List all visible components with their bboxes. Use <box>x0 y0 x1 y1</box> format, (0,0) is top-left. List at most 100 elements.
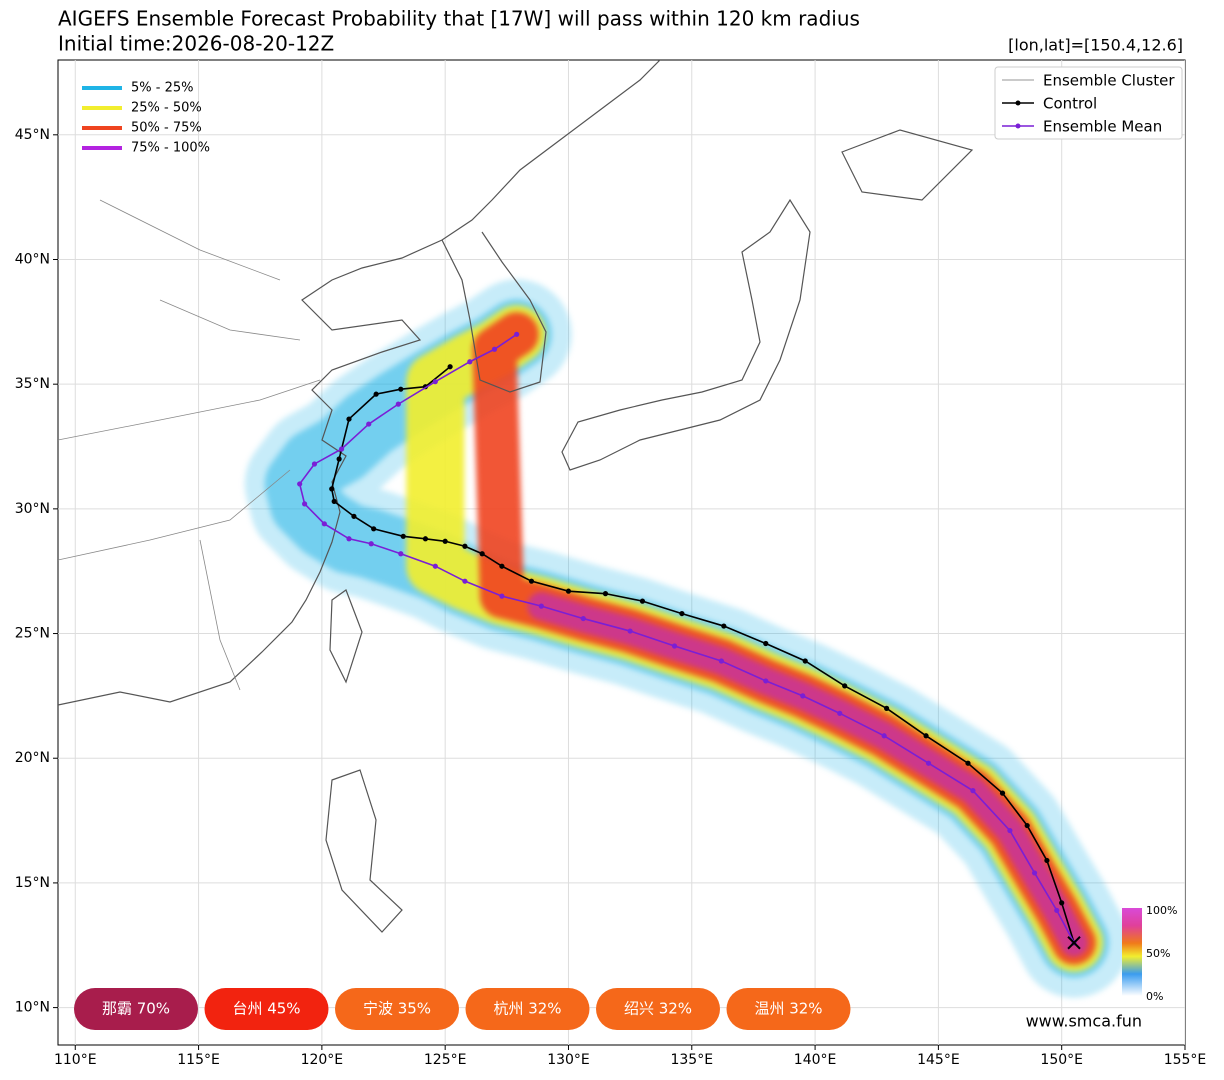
track-point <box>1024 822 1030 829</box>
city-pill <box>726 988 851 1030</box>
y-tick-label: 30°N <box>15 501 50 517</box>
track-point <box>1044 857 1050 864</box>
x-tick-label: 145°E <box>917 1052 960 1068</box>
track-point <box>371 526 377 532</box>
track-point <box>346 416 352 422</box>
track-point <box>800 693 806 699</box>
track-point <box>1054 907 1060 913</box>
city-label: 宁波 35% <box>363 1000 431 1018</box>
track-point <box>970 788 976 794</box>
track-point <box>884 705 890 711</box>
track-point <box>398 551 404 557</box>
colorbar-label: 100% <box>1146 904 1177 917</box>
track-point <box>538 603 544 609</box>
track-point <box>432 563 438 569</box>
track-point <box>639 598 646 604</box>
axes: 110°E 115°E 120°E 125°E 130°E 135°E 140°E 145°E… <box>15 127 1207 1068</box>
track-point <box>338 446 345 452</box>
city-pill <box>465 988 590 1030</box>
track-point <box>580 615 586 622</box>
korea-coast <box>441 231 547 393</box>
position-label: [lon,lat]=[150.4,12.6] <box>1008 36 1183 55</box>
probability-legend: 5% - 25% 25% - 50% 50% - 75% 75% - 100% <box>82 81 210 156</box>
track-point <box>329 486 335 492</box>
legend-swatch <box>1015 123 1021 129</box>
track-point <box>467 359 473 365</box>
track-point <box>965 760 971 766</box>
track-point <box>802 658 808 664</box>
track-point <box>1059 900 1065 906</box>
city-pill <box>596 988 720 1030</box>
track-point <box>499 563 505 569</box>
track-point <box>565 588 572 594</box>
track-point <box>1031 870 1038 876</box>
track-point <box>346 536 352 542</box>
track-point <box>627 628 633 634</box>
y-tick-label: 15°N <box>15 875 50 891</box>
city-pill <box>204 988 329 1030</box>
taiwan-coast <box>329 589 363 684</box>
track-point <box>491 346 498 352</box>
luzon-coast <box>325 769 403 933</box>
track-point <box>479 551 485 557</box>
track-point <box>398 386 404 392</box>
track-point <box>923 733 929 739</box>
track-point <box>311 461 318 467</box>
track-point <box>721 623 727 629</box>
x-tick-label: 125°E <box>424 1052 467 1068</box>
city-pill <box>335 988 459 1030</box>
legend-label: 5% - 25% <box>131 81 193 96</box>
track-point <box>400 533 406 539</box>
city-label: 温州 32% <box>754 1000 822 1018</box>
y-tick-label: 40°N <box>15 251 50 267</box>
track-point <box>842 683 848 689</box>
track-point <box>331 498 337 504</box>
subtitle: Initial time:2026-08-20-12Z <box>58 32 334 56</box>
legend-label: Control <box>1043 95 1097 113</box>
credit: www.smca.fun <box>1026 1012 1142 1031</box>
track-legend: Ensemble Cluster Control Ensemble Mean <box>994 66 1183 140</box>
tracks <box>297 331 1081 950</box>
china-coast <box>58 60 661 706</box>
track-point <box>336 456 342 462</box>
track-point <box>302 501 308 507</box>
x-tick-label: 130°E <box>547 1052 590 1068</box>
track-point <box>395 401 401 407</box>
city-probabilities: 那霸 70% 台州 45% 宁波 35% 杭州 32% 绍兴 32% 温州 32% <box>74 988 851 1030</box>
legend-label: Ensemble Cluster <box>1043 72 1175 90</box>
track-point <box>499 593 505 599</box>
colorbar: 100% 50% 0% <box>1122 904 1177 1003</box>
track-point <box>373 391 379 397</box>
colorbar-label: 0% <box>1146 990 1163 1003</box>
y-tick-label: 25°N <box>15 626 50 642</box>
x-tick-label: 110°E <box>54 1052 97 1068</box>
legend-swatch <box>1015 100 1021 106</box>
legend-box <box>994 66 1183 140</box>
track-point <box>351 513 357 519</box>
colorbar-label: 50% <box>1146 947 1170 960</box>
track-point <box>602 591 609 597</box>
track-point <box>837 710 843 716</box>
x-tick-label: 140°E <box>794 1052 837 1068</box>
track-point <box>763 678 769 684</box>
track-point <box>321 521 327 527</box>
x-tick-label: 150°E <box>1040 1052 1083 1068</box>
track-point <box>366 421 372 427</box>
track-point <box>432 379 438 385</box>
x-tick-label: 135°E <box>670 1052 713 1068</box>
plot-frame <box>57 59 1186 1046</box>
city-label: 那霸 70% <box>102 1000 170 1018</box>
track-point <box>462 578 468 584</box>
hokkaido-coast <box>841 129 974 201</box>
track-point <box>763 640 769 647</box>
city-label: 绍兴 32% <box>624 1000 692 1018</box>
city-label: 杭州 32% <box>493 1000 561 1018</box>
track-point <box>679 610 685 617</box>
japan-coast <box>561 198 811 471</box>
province-borders <box>58 199 321 691</box>
title: AIGEFS Ensemble Forecast Probability tha… <box>58 7 860 31</box>
track-point <box>368 541 374 547</box>
track-point <box>514 331 520 337</box>
track-point <box>447 364 453 370</box>
track-point <box>671 643 678 649</box>
